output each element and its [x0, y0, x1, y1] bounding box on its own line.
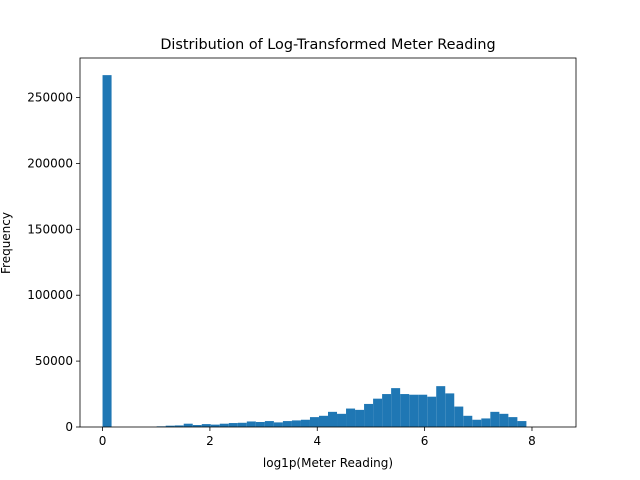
histogram-bar	[264, 421, 274, 427]
histogram-bar	[309, 417, 319, 427]
histogram-bar	[237, 422, 247, 427]
histogram-bar	[427, 396, 437, 427]
y-tick-label: 100000	[27, 288, 73, 302]
histogram-bar	[337, 413, 347, 427]
y-tick-label: 250000	[27, 91, 73, 105]
histogram-bar	[445, 393, 455, 427]
histogram-bar	[346, 408, 356, 427]
y-tick-label: 150000	[27, 222, 73, 236]
x-tick-label: 8	[528, 434, 536, 448]
x-tick-label: 4	[313, 434, 321, 448]
histogram-bar	[255, 421, 265, 427]
histogram-bar	[355, 409, 365, 427]
y-tick-label: 0	[65, 420, 73, 434]
histogram-bar	[273, 422, 283, 427]
histogram-bar	[499, 413, 509, 427]
histogram-bar	[228, 423, 238, 427]
histogram-bars	[102, 75, 527, 427]
chart-title: Distribution of Log-Transformed Meter Re…	[160, 37, 495, 53]
y-tick-label: 50000	[35, 354, 73, 368]
axes-frame	[79, 57, 577, 428]
x-tick-label: 6	[421, 434, 429, 448]
histogram-bar	[364, 403, 374, 427]
x-axis-label: log1p(Meter Reading)	[263, 456, 393, 470]
histogram-bar	[165, 425, 175, 427]
histogram-bar	[282, 421, 292, 427]
histogram-bar	[210, 424, 220, 427]
histogram-bar	[219, 423, 229, 427]
x-axis-ticks: 0 2 4 6 8	[99, 427, 536, 448]
histogram-bar	[201, 424, 211, 427]
x-tick-label: 0	[99, 434, 107, 448]
x-tick-label: 2	[206, 434, 214, 448]
histogram-bar	[481, 418, 491, 427]
histogram-bar	[183, 423, 193, 427]
histogram-bar	[391, 388, 401, 427]
histogram-bar	[400, 394, 410, 427]
histogram-bar	[409, 394, 419, 427]
histogram-bar	[373, 398, 383, 427]
histogram-bar	[490, 411, 500, 427]
y-tick-label: 200000	[27, 156, 73, 170]
histogram-bar	[517, 421, 527, 427]
histogram-bar	[382, 394, 392, 427]
y-axis-ticks: 0 50000 100000 150000 200000 250000	[27, 91, 80, 434]
histogram-bar	[300, 419, 310, 427]
histogram-bar	[472, 419, 482, 427]
histogram-bar	[436, 386, 446, 427]
histogram-bar	[291, 420, 301, 427]
histogram-bar	[246, 421, 256, 427]
histogram-bar	[192, 425, 202, 427]
histogram-bar	[174, 425, 184, 427]
histogram-bar	[418, 394, 428, 427]
histogram-bar	[454, 406, 464, 427]
histogram-bar	[463, 415, 473, 427]
y-axis-label: Frequency	[0, 212, 13, 274]
histogram-bar	[508, 417, 518, 427]
histogram-bar	[318, 415, 328, 427]
histogram-bar	[328, 411, 338, 427]
histogram-bar	[102, 75, 112, 427]
